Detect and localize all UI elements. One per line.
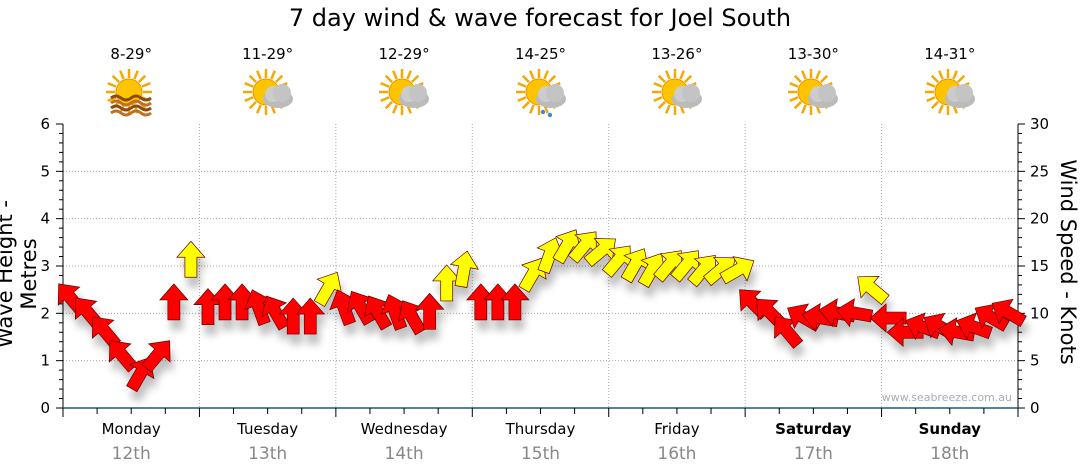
wind-arrow — [295, 297, 326, 335]
day-label: Friday — [654, 420, 700, 438]
date-label: 14th — [384, 444, 424, 464]
y-tick-label: 3 — [40, 257, 50, 275]
day-temperature: 13-30° — [787, 45, 839, 63]
wind-arrow — [449, 250, 479, 288]
y2-tick-label: 25 — [1030, 162, 1049, 180]
sun-cloud-icon — [649, 68, 709, 122]
wind-arrow — [261, 295, 290, 331]
wind-arrow — [483, 283, 513, 321]
date-label: 12th — [111, 444, 151, 464]
y-tick-label: 4 — [40, 210, 50, 228]
wind-arrow — [801, 302, 840, 332]
wind-arrow — [857, 276, 890, 306]
sun-cloud-rain-icon — [513, 68, 573, 122]
wind-arrow — [159, 283, 189, 321]
sun-cloud-icon — [240, 68, 300, 122]
sun-cloud-icon — [922, 68, 982, 122]
y2-tick-label: 10 — [1030, 304, 1049, 322]
y2-tick-label: 20 — [1030, 210, 1049, 228]
date-label: 13th — [248, 444, 288, 464]
y-tick-label: 6 — [40, 115, 50, 133]
day-label: Sunday — [918, 420, 981, 438]
y-tick-label: 5 — [40, 162, 50, 180]
y2-tick-label: 5 — [1030, 352, 1040, 370]
wind-arrow — [466, 283, 496, 321]
day-temperature: 13-26° — [651, 45, 703, 63]
sun-cloud-icon — [376, 68, 436, 122]
sun-cloud-icon — [785, 68, 845, 122]
wind-arrow — [414, 292, 445, 330]
wind-arrow — [835, 298, 874, 328]
day-temperature: 12-29° — [378, 45, 430, 63]
wind-arrow — [176, 240, 206, 278]
watermark: www.seabreeze.com.au — [882, 391, 1012, 404]
y2-tick-label: 0 — [1030, 399, 1040, 417]
date-label: 17th — [793, 444, 833, 464]
date-label: 15th — [520, 444, 561, 464]
chart-title: 7 day wind & wave forecast for Joel Sout… — [288, 4, 792, 32]
date-label: 16th — [657, 444, 697, 464]
sun-haze-icon — [103, 68, 163, 122]
day-temperature: 11-29° — [242, 45, 294, 63]
y2-tick-label: 30 — [1030, 115, 1049, 133]
y-tick-label: 0 — [40, 399, 50, 417]
y-tick-label: 1 — [40, 352, 50, 370]
day-label: Wednesday — [360, 420, 448, 438]
day-label: Saturday — [775, 420, 852, 438]
day-temperature: 14-25° — [514, 45, 567, 63]
wind-arrow — [500, 283, 530, 321]
wind-arrow — [719, 256, 755, 285]
wind-arrow — [991, 298, 1027, 328]
day-temperature: 8-29° — [110, 45, 152, 63]
wind-arrow — [869, 303, 907, 333]
date-label: 18th — [930, 444, 970, 464]
y2-tick-label: 15 — [1030, 257, 1049, 275]
y-tick-label: 2 — [40, 304, 50, 322]
day-label: Thursday — [505, 420, 576, 438]
day-label: Tuesday — [237, 420, 299, 438]
wind-arrow — [141, 340, 171, 373]
day-label: Monday — [101, 420, 161, 438]
day-temperature: 14-31° — [924, 45, 976, 63]
wind-arrow — [956, 312, 993, 341]
